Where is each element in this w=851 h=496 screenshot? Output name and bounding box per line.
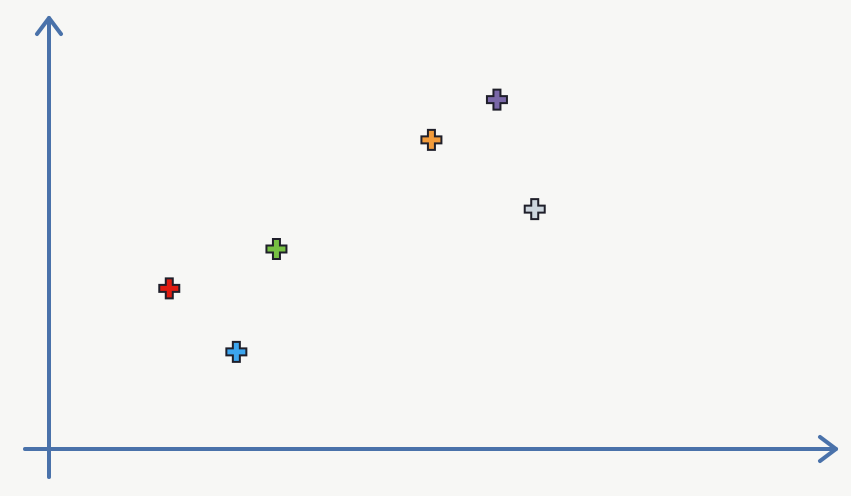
axes xyxy=(23,16,838,479)
data-point-6-plus-icon xyxy=(523,198,546,221)
data-point-4-plus-icon xyxy=(420,128,443,151)
data-point-3-plus-icon xyxy=(265,237,288,260)
data-point-2-plus-icon xyxy=(225,340,248,363)
data-points xyxy=(158,88,546,363)
data-point-5-plus-icon xyxy=(485,88,508,111)
x-axis-arrowhead xyxy=(818,435,838,463)
data-point-1-plus-icon xyxy=(158,277,181,300)
y-axis-arrowhead xyxy=(35,16,63,36)
